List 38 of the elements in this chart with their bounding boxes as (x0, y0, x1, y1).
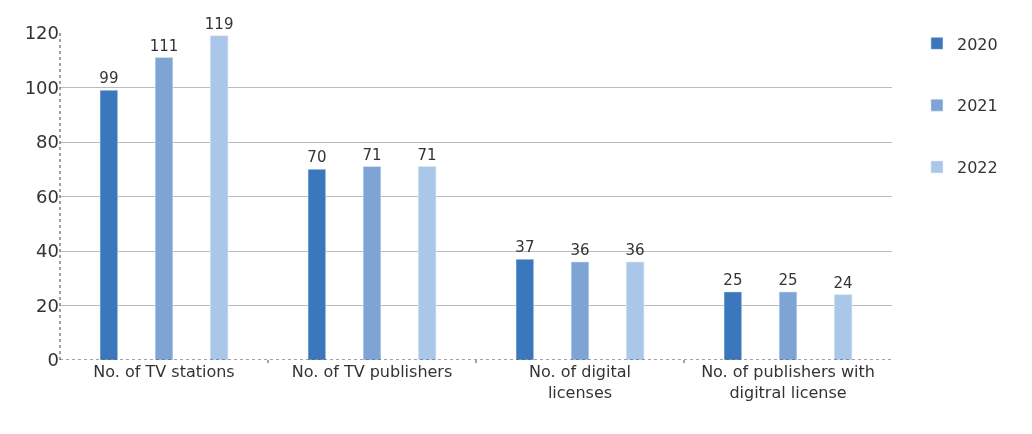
data-label: 111 (149, 36, 179, 55)
data-label: 24 (833, 273, 853, 292)
data-label: 119 (204, 14, 234, 33)
y-tick-label: 120 (24, 22, 59, 44)
y-tick-label: 20 (36, 294, 59, 316)
bar (723, 291, 742, 360)
data-label: 25 (778, 270, 798, 289)
bar (834, 294, 853, 360)
data-label: 99 (99, 69, 119, 88)
legend-label: 2022 (956, 158, 998, 178)
bar (307, 169, 326, 360)
bar (418, 166, 437, 360)
y-tick-label: 0 (47, 349, 59, 371)
bar (154, 57, 174, 360)
bar (778, 291, 798, 360)
x-tick-label: No. of TV publishers (291, 362, 453, 381)
data-label: 70 (307, 148, 327, 167)
bar (210, 35, 229, 360)
x-tick-label: No. of TV stations (93, 362, 235, 381)
data-label: 71 (417, 145, 437, 164)
bar (362, 166, 382, 360)
data-label: 36 (570, 240, 590, 259)
y-tick-label: 80 (36, 131, 59, 153)
bar (99, 89, 118, 360)
y-tick-label: 100 (24, 76, 59, 98)
y-tick-label: 60 (36, 185, 59, 207)
legend-label: 2021 (956, 96, 998, 116)
data-label: 71 (362, 145, 382, 164)
bar (515, 258, 534, 360)
bar (570, 261, 590, 360)
x-tick-label: No. of digital licenses (529, 362, 631, 402)
data-label: 25 (723, 270, 743, 289)
y-tick-label: 40 (36, 240, 59, 262)
data-label: 37 (515, 238, 535, 257)
bar (626, 261, 645, 360)
data-label: 36 (625, 240, 645, 259)
x-tick-label: No. of publishers with digitral license (701, 362, 875, 402)
legend-label: 2020 (956, 34, 998, 54)
